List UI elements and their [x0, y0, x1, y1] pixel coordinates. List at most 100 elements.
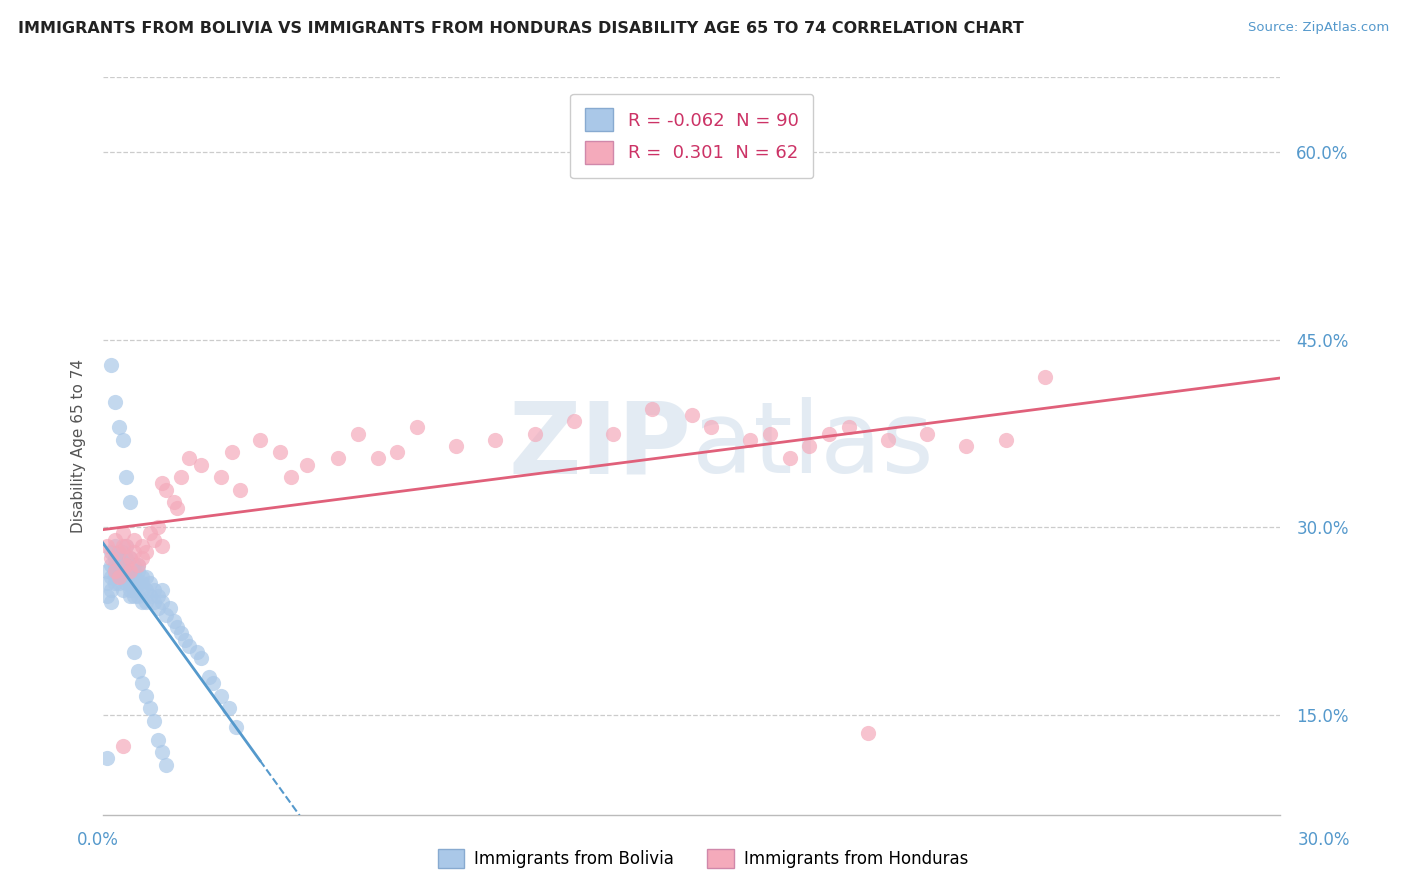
Point: [124, 589, 146, 603]
Point: [221, 445, 243, 459]
Point: [139, 701, 162, 715]
Point: [124, 545, 146, 559]
Point: [602, 426, 624, 441]
Point: [135, 545, 157, 559]
Point: [444, 439, 467, 453]
Point: [295, 458, 318, 472]
Text: 30.0%: 30.0%: [1298, 831, 1350, 849]
Point: [100, 582, 122, 597]
Point: [201, 676, 224, 690]
Point: [111, 558, 134, 572]
Point: [186, 645, 208, 659]
Point: [120, 551, 142, 566]
Point: [955, 439, 977, 453]
Point: [876, 433, 898, 447]
Point: [96, 751, 118, 765]
Point: [139, 526, 162, 541]
Point: [131, 595, 153, 609]
Point: [174, 632, 197, 647]
Point: [249, 433, 271, 447]
Text: Source: ZipAtlas.com: Source: ZipAtlas.com: [1249, 21, 1389, 35]
Point: [159, 601, 181, 615]
Point: [120, 570, 142, 584]
Point: [166, 620, 188, 634]
Point: [100, 358, 122, 372]
Point: [127, 564, 149, 578]
Point: [142, 533, 165, 547]
Text: IMMIGRANTS FROM BOLIVIA VS IMMIGRANTS FROM HONDURAS DISABILITY AGE 65 TO 74 CORR: IMMIGRANTS FROM BOLIVIA VS IMMIGRANTS FR…: [18, 21, 1024, 37]
Point: [131, 551, 153, 566]
Point: [347, 426, 370, 441]
Point: [107, 545, 129, 559]
Point: [115, 551, 138, 566]
Point: [120, 582, 142, 597]
Point: [179, 451, 201, 466]
Point: [139, 589, 162, 603]
Point: [96, 576, 118, 591]
Point: [111, 526, 134, 541]
Point: [131, 582, 153, 597]
Point: [229, 483, 252, 497]
Point: [127, 576, 149, 591]
Point: [799, 439, 821, 453]
Point: [146, 732, 169, 747]
Point: [107, 551, 129, 566]
Point: [155, 757, 177, 772]
Point: [170, 470, 193, 484]
Point: [115, 558, 138, 572]
Point: [131, 539, 153, 553]
Point: [142, 714, 165, 728]
Point: [328, 451, 350, 466]
Point: [96, 539, 118, 553]
Point: [111, 433, 134, 447]
Point: [104, 533, 127, 547]
Point: [115, 576, 138, 591]
Point: [759, 426, 782, 441]
Point: [641, 401, 664, 416]
Point: [100, 545, 122, 559]
Text: atlas: atlas: [692, 398, 934, 494]
Point: [120, 576, 142, 591]
Point: [107, 558, 129, 572]
Point: [127, 664, 149, 678]
Point: [740, 433, 762, 447]
Point: [115, 470, 138, 484]
Point: [150, 476, 173, 491]
Point: [146, 589, 169, 603]
Point: [818, 426, 841, 441]
Point: [104, 564, 127, 578]
Point: [146, 601, 169, 615]
Point: [170, 626, 193, 640]
Point: [387, 445, 409, 459]
Point: [107, 420, 129, 434]
Point: [218, 701, 240, 715]
Point: [142, 595, 165, 609]
Point: [107, 570, 129, 584]
Point: [135, 595, 157, 609]
Point: [700, 420, 723, 434]
Point: [100, 595, 122, 609]
Point: [915, 426, 938, 441]
Legend: Immigrants from Bolivia, Immigrants from Honduras: Immigrants from Bolivia, Immigrants from…: [430, 843, 976, 875]
Point: [111, 739, 134, 753]
Point: [858, 726, 880, 740]
Point: [127, 589, 149, 603]
Point: [681, 408, 703, 422]
Point: [127, 558, 149, 572]
Point: [142, 582, 165, 597]
Point: [115, 564, 138, 578]
Point: [198, 670, 221, 684]
Point: [562, 414, 585, 428]
Point: [209, 470, 232, 484]
Point: [150, 745, 173, 759]
Point: [209, 689, 232, 703]
Point: [100, 551, 122, 566]
Point: [107, 545, 129, 559]
Point: [127, 558, 149, 572]
Point: [100, 570, 122, 584]
Point: [190, 458, 212, 472]
Point: [484, 433, 506, 447]
Point: [155, 607, 177, 622]
Point: [104, 558, 127, 572]
Point: [104, 551, 127, 566]
